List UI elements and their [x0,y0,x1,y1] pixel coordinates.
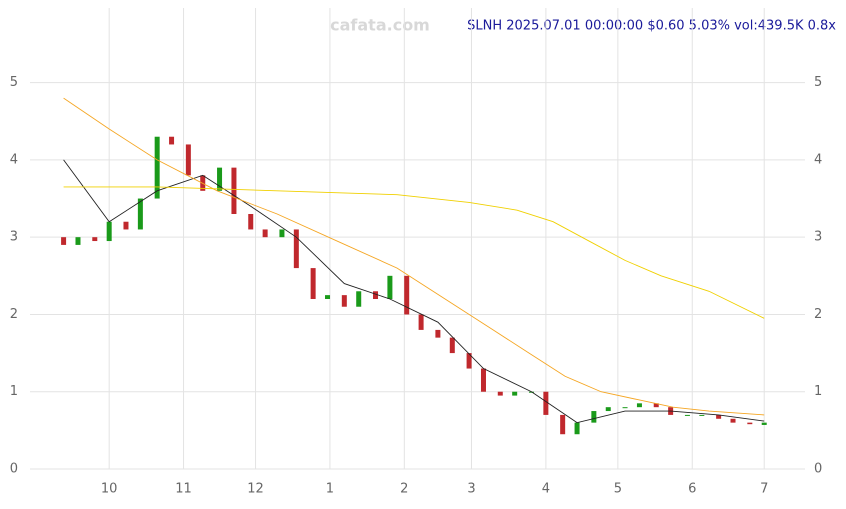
candle [137,198,143,230]
chart-title: SLNH 2025.07.01 00:00:00 $0.60 5.03% vol… [467,19,836,34]
candle [92,237,98,242]
candle [123,221,129,230]
candle [560,414,566,435]
y-tick-label: 5 [814,75,822,90]
y-tick-label: 1 [10,384,18,399]
y-tick-label: 3 [814,230,822,245]
candle [154,136,160,199]
candle [591,411,597,423]
y-tick-label: 1 [814,384,822,399]
candle [373,291,379,299]
candle [543,391,549,415]
candle [653,403,659,408]
candle [248,214,254,230]
candle [231,167,237,214]
candle [293,229,299,269]
candle [387,275,393,299]
candle [699,414,705,416]
candle [622,407,628,409]
x-tick-label: 12 [247,482,264,497]
candle [449,337,455,354]
candle [418,314,424,330]
x-tick-label: 1 [326,482,334,497]
x-tick-label: 6 [688,482,696,497]
y-tick-label: 2 [10,307,18,322]
candle [435,329,441,338]
candle [169,136,175,145]
candle [404,275,410,315]
y-tick-label: 0 [814,462,822,477]
candle [310,268,316,299]
candle [574,422,580,435]
candle [217,167,223,191]
x-tick-label: 10 [101,482,118,497]
y-tick-label: 3 [10,230,18,245]
candle [605,407,611,412]
candle [636,403,642,408]
candle [512,391,518,396]
candle [61,237,67,245]
x-tick-label: 7 [760,482,768,497]
candle [761,422,767,425]
candle [279,229,285,238]
candle [356,291,362,307]
y-tick-label: 0 [10,462,18,477]
candle [262,229,268,238]
candle [497,391,503,396]
candle [75,237,81,245]
candle [185,144,191,176]
y-tick-label: 2 [814,307,822,322]
candle [341,295,347,307]
candle [684,414,690,416]
candle [730,418,736,423]
y-tick-label: 4 [814,152,822,167]
candle [325,295,331,299]
candle [466,353,472,369]
candle [716,414,722,419]
candle [106,221,112,242]
candle [747,422,753,425]
candle [480,368,486,392]
x-tick-label: 2 [400,482,408,497]
indicator-line [63,159,765,424]
indicator-line [63,186,765,319]
indicator-line [63,97,765,416]
x-tick-label: 11 [175,482,192,497]
x-tick-label: 5 [614,482,622,497]
watermark: cafata.com [330,16,430,35]
x-tick-label: 4 [542,482,550,497]
x-tick-label: 3 [467,482,475,497]
y-tick-label: 5 [10,75,18,90]
y-tick-label: 4 [10,152,18,167]
